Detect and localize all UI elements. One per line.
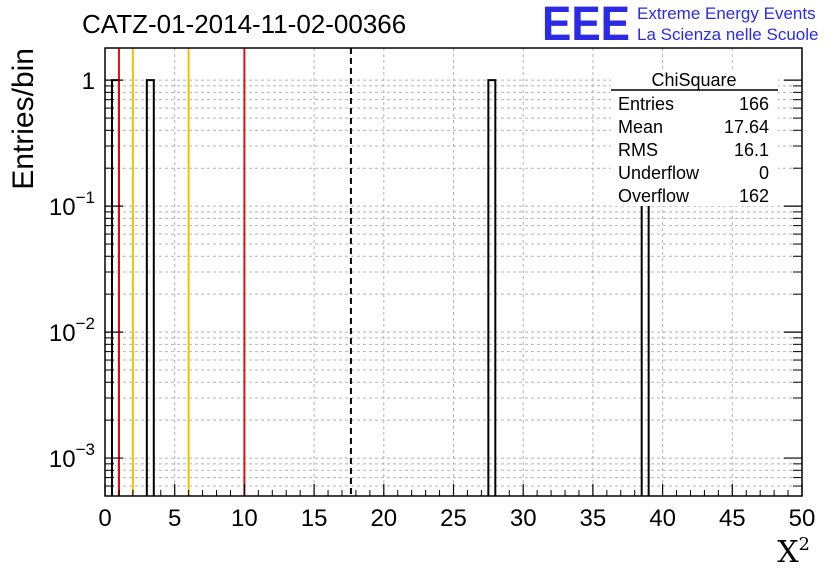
x-tick-label: 10: [231, 505, 258, 532]
stats-box-background: [611, 70, 778, 206]
x-tick-label: 50: [789, 505, 816, 532]
x-tick-label: 30: [510, 505, 537, 532]
x-tick-label: 35: [580, 505, 607, 532]
stats-box-title: ChiSquare: [651, 70, 736, 90]
y-tick-label: 10−3: [49, 440, 95, 473]
stats-box: ChiSquare Entries 166 Mean 17.64 RMS 16.1 Unde…: [611, 70, 778, 206]
y-tick-label-base: 10: [49, 446, 76, 473]
y-tick-label-exponent: −2: [76, 314, 95, 333]
eee-logo-line1: Extreme Energy Events: [637, 4, 816, 23]
stats-rows: Entries 166 Mean 17.64 RMS 16.1 Underflow 0 Over…: [618, 94, 769, 206]
chart-title: CATZ-01-2014-11-02-00366: [82, 9, 406, 39]
stats-row-label: Mean: [618, 117, 663, 137]
x-tick-label: 40: [649, 505, 676, 532]
x-axis-title-superscript: 2: [799, 534, 810, 555]
x-tick-label: 15: [301, 505, 328, 532]
x-tick-label: 20: [370, 505, 397, 532]
stats-row-value: 0: [759, 163, 769, 183]
reference-lines: [117, 48, 352, 496]
y-tick-label: 10−2: [49, 314, 95, 347]
histogram-bar: [487, 79, 497, 496]
stats-row-value: 166: [739, 94, 769, 114]
y-tick-label-base: 1: [82, 68, 95, 95]
y-tick-label: 10−1: [49, 188, 95, 221]
x-axis-title: X2: [777, 534, 810, 570]
stats-row-label: Overflow: [618, 186, 690, 206]
eee-logo-line2: La Scienza nelle Scuole: [637, 25, 818, 44]
stats-row-label: Entries: [618, 94, 674, 114]
stats-row-label: RMS: [618, 140, 658, 160]
x-tick-label: 0: [98, 505, 111, 532]
y-tick-label: 1: [82, 68, 95, 95]
x-tick-label: 25: [440, 505, 467, 532]
y-axis-title: Entries/bin: [7, 48, 40, 190]
x-tick-label: 5: [168, 505, 181, 532]
stats-row-value: 16.1: [734, 140, 769, 160]
eee-logo: EEE Extreme Energy Events La Scienza nel…: [542, 0, 818, 51]
y-tick-label-base: 10: [49, 320, 76, 347]
y-tick-label-exponent: −1: [76, 188, 95, 207]
y-tick-label-exponent: −3: [76, 440, 95, 459]
stats-row-label: Underflow: [618, 163, 700, 183]
x-axis-title-base: X: [777, 535, 799, 570]
eee-logo-mark: EEE: [542, 0, 630, 51]
x-tick-label: 45: [719, 505, 746, 532]
stats-row-value: 17.64: [724, 117, 769, 137]
stats-row-value: 162: [739, 186, 769, 206]
y-tick-label-base: 10: [49, 194, 76, 221]
histogram-bar: [145, 79, 155, 496]
